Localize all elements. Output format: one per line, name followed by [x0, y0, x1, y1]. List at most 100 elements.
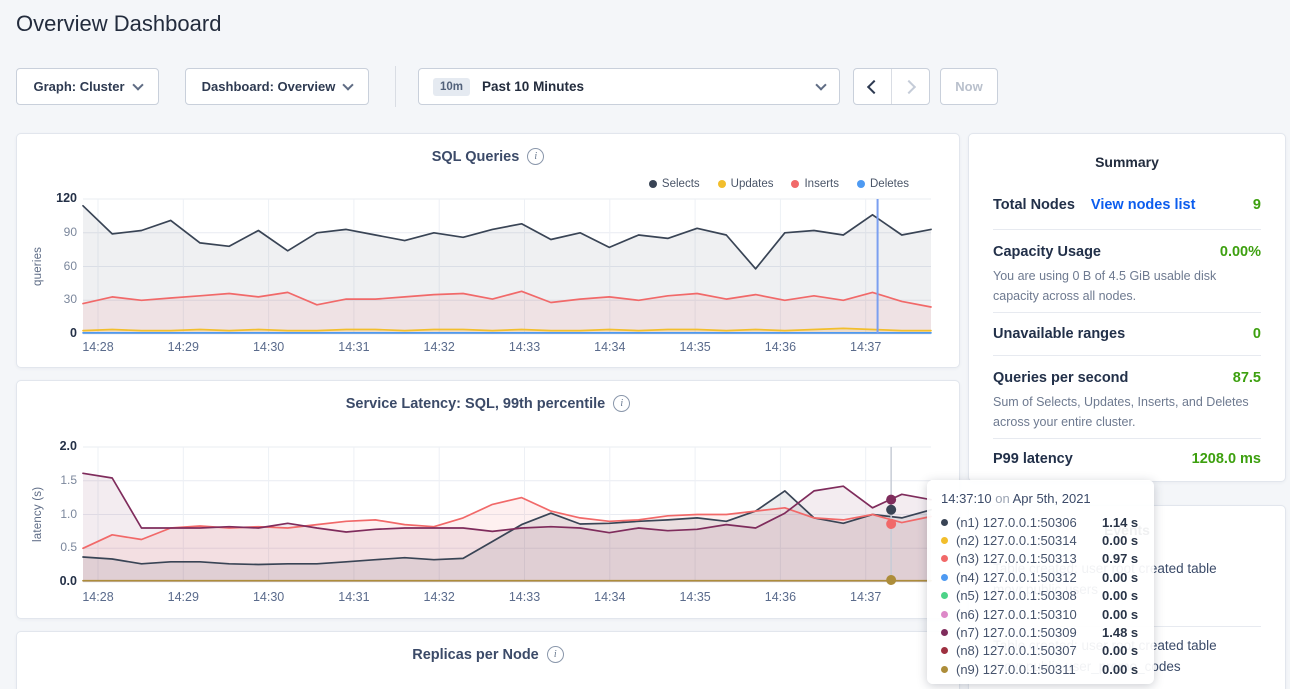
x-tick-label: 14:30 — [252, 340, 285, 354]
x-tick-label: 14:28 — [82, 340, 114, 354]
legend-label: Selects — [661, 178, 700, 190]
tooltip-time: 14:37:10 — [941, 491, 992, 506]
legend-label: Deletes — [870, 178, 909, 190]
y-tick-label: 0.0 — [59, 574, 77, 588]
time-range-label: Past 10 Minutes — [482, 79, 585, 94]
y-tick-label: 1.0 — [60, 506, 77, 521]
node-address: (n5) 127.0.0.1:50308 — [956, 588, 1077, 604]
legend-item-updates[interactable]: Updates — [717, 178, 773, 190]
service-latency-chart-card: Service Latency: SQL, 99th percentile i … — [16, 380, 960, 619]
tooltip-row: (n2) 127.0.0.1:50314 0.00 s — [941, 531, 1140, 549]
capacity-usage-value: 0.00% — [1219, 244, 1261, 260]
divider — [993, 312, 1261, 313]
tooltip-rows: (n1) 127.0.0.1:50306 1.14 s (n2) 127.0.0.1… — [941, 513, 1140, 679]
tooltip-row: (n6) 127.0.0.1:50310 0.00 s — [941, 605, 1140, 623]
node-latency-value: 0.00 s — [1102, 661, 1139, 677]
node-latency-value: 0.00 s — [1102, 533, 1139, 549]
node-address: (n2) 127.0.0.1:50314 — [956, 533, 1077, 549]
y-tick-label: 0.5 — [60, 540, 77, 555]
node-address: (n9) 127.0.0.1:50311 — [956, 661, 1076, 677]
x-tick-label: 14:31 — [338, 340, 370, 354]
node-color-dot-icon — [941, 610, 948, 618]
p99-latency-label: P99 latency — [993, 451, 1073, 467]
service-latency-plot-area[interactable] — [82, 446, 932, 585]
x-tick-label: 14:35 — [679, 590, 711, 604]
y-tick-label: 60 — [63, 258, 77, 273]
total-nodes-row: Total Nodes View nodes list 9 — [993, 197, 1261, 213]
info-icon[interactable]: i — [527, 148, 545, 165]
queries-per-second-row: Queries per second 87.5 — [993, 370, 1261, 386]
graph-scope-dropdown[interactable]: Graph: Cluster — [16, 68, 159, 105]
summary-panel: Summary Total Nodes View nodes list 9 Ca… — [968, 133, 1286, 482]
tooltip-connector: on — [995, 491, 1010, 506]
legend-dot-icon — [648, 180, 657, 188]
now-button[interactable]: Now — [940, 68, 998, 105]
queries-per-second-value: 87.5 — [1232, 370, 1261, 386]
legend-item-selects[interactable]: Selects — [648, 178, 700, 190]
toolbar-divider — [395, 66, 396, 107]
chart-title: Replicas per Node — [412, 646, 539, 663]
chevron-left-icon — [866, 79, 882, 94]
tooltip-row: (n3) 127.0.0.1:50313 0.97 s — [941, 550, 1140, 568]
sql-queries-plot-area[interactable] — [82, 198, 932, 335]
view-nodes-list-link[interactable]: View nodes list — [1090, 197, 1196, 213]
capacity-usage-description: You are using 0 B of 4.5 GiB usable disk… — [993, 269, 1217, 303]
total-nodes-label: Total Nodes — [993, 197, 1075, 213]
legend-item-deletes[interactable]: Deletes — [857, 178, 909, 190]
summary-title: Summary — [1095, 154, 1159, 170]
x-tick-label: 14:34 — [594, 340, 626, 354]
sql-queries-chart-card: SQL Queries i Selects Updates Inserts Delet… — [16, 133, 960, 368]
x-tick-label: 14:36 — [764, 340, 797, 354]
p99-latency-row: P99 latency 1208.0 ms — [993, 451, 1261, 467]
x-axis-tick-labels: 14:28 14:29 14:30 14:31 14:32 14:33 14:34 14:35… — [82, 340, 931, 356]
x-tick-label: 14:37 — [850, 340, 882, 354]
dashboard-label: Dashboard: Overview — [201, 79, 336, 94]
x-axis-tick-labels: 14:28 14:29 14:30 14:31 14:32 14:33 14:34 14:35… — [82, 590, 931, 606]
dashboard-dropdown[interactable]: Dashboard: Overview — [185, 68, 369, 105]
tooltip-row: (n7) 127.0.0.1:50309 1.48 s — [941, 623, 1140, 641]
node-latency-value: 1.14 s — [1102, 514, 1139, 530]
now-button-label: Now — [955, 79, 983, 94]
node-address: (n6) 127.0.0.1:50310 — [956, 606, 1077, 622]
x-tick-label: 14:36 — [764, 590, 797, 604]
p99-latency-value: 1208.0 ms — [1191, 451, 1261, 467]
legend-item-inserts[interactable]: Inserts — [791, 178, 839, 190]
x-tick-label: 14:32 — [423, 340, 455, 354]
y-axis-tick-labels: 0 30 60 90 120 — [27, 191, 77, 340]
graph-scope-label: Graph: Cluster — [33, 79, 125, 94]
page-title: Overview Dashboard — [16, 11, 222, 36]
node-color-dot-icon — [941, 518, 948, 526]
node-color-dot-icon — [941, 665, 948, 673]
legend-dot-icon — [717, 180, 726, 188]
chart-canvas — [82, 198, 932, 335]
info-icon[interactable]: i — [613, 395, 631, 412]
node-address: (n7) 127.0.0.1:50309 — [956, 625, 1077, 641]
node-color-dot-icon — [941, 555, 948, 563]
time-back-button[interactable] — [854, 69, 892, 104]
tooltip-row: (n9) 127.0.0.1:50311 0.00 s — [941, 660, 1140, 678]
tooltip-date: Apr 5th, 2021 — [1012, 491, 1091, 506]
time-range-badge: 10m — [433, 77, 471, 96]
node-color-dot-icon — [941, 629, 948, 637]
chevron-down-icon — [815, 78, 827, 91]
unavailable-ranges-value: 0 — [1252, 326, 1261, 342]
x-tick-label: 14:31 — [338, 590, 370, 604]
x-tick-label: 14:33 — [508, 590, 541, 604]
node-latency-value: 0.97 s — [1102, 551, 1139, 567]
time-range-dropdown[interactable]: 10m Past 10 Minutes — [418, 68, 840, 105]
divider — [993, 438, 1261, 439]
y-tick-label: 2.0 — [59, 439, 77, 453]
node-address: (n1) 127.0.0.1:50306 — [956, 514, 1077, 530]
time-forward-button[interactable] — [892, 69, 929, 104]
y-tick-label: 1.5 — [60, 472, 77, 487]
node-color-dot-icon — [941, 573, 948, 581]
info-icon[interactable]: i — [546, 646, 564, 663]
chart-hover-tooltip: 14:37:10 on Apr 5th, 2021 (n1) 127.0.0.1… — [927, 480, 1154, 684]
x-tick-label: 14:34 — [594, 590, 626, 604]
node-latency-value: 0.00 s — [1102, 569, 1139, 585]
divider — [993, 229, 1261, 230]
x-tick-label: 14:32 — [423, 590, 455, 604]
chart-title: SQL Queries — [431, 148, 520, 165]
node-address: (n8) 127.0.0.1:50307 — [956, 643, 1077, 659]
